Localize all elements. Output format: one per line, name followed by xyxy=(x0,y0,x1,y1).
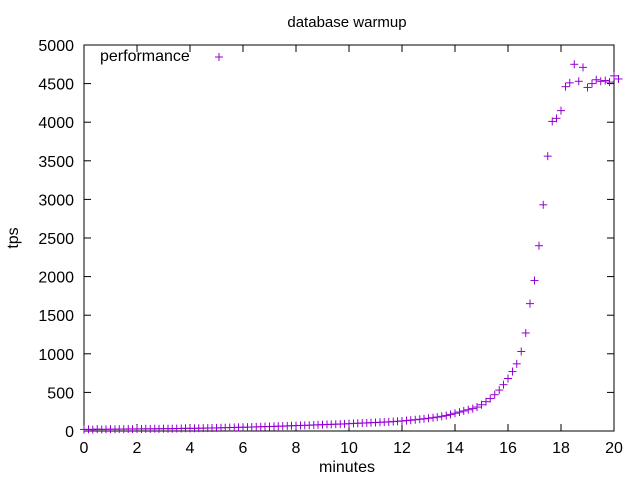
legend-marker-glyph xyxy=(215,53,223,61)
y-tick-label: 2000 xyxy=(38,270,74,287)
y-tick-label: 3000 xyxy=(38,192,74,209)
data-series-performance xyxy=(80,60,623,434)
y-tick-label: 500 xyxy=(47,385,74,402)
x-tick-label: 2 xyxy=(133,440,142,457)
legend-label: performance xyxy=(100,48,190,65)
data-point xyxy=(565,78,574,87)
x-tick-label: 14 xyxy=(446,440,464,457)
x-axis-label: minutes xyxy=(319,459,375,476)
data-point xyxy=(429,413,438,422)
data-point xyxy=(468,404,477,413)
data-point xyxy=(605,78,614,87)
data-point xyxy=(486,394,495,403)
data-point xyxy=(499,380,508,389)
y-tick-label: 1000 xyxy=(38,347,74,364)
y-axis: 0 500 1000 1500 2000 2500 3000 3500 4000 4500 5000 xyxy=(38,38,614,441)
data-point xyxy=(574,77,583,86)
data-point xyxy=(601,76,610,85)
data-point xyxy=(548,117,557,126)
data-point xyxy=(433,413,442,422)
y-tick-label: 5000 xyxy=(38,38,74,55)
data-point xyxy=(552,114,561,123)
x-tick-label: 18 xyxy=(552,440,570,457)
data-point xyxy=(517,347,526,356)
x-tick-label: 0 xyxy=(80,440,89,457)
data-point xyxy=(495,386,504,395)
data-point xyxy=(512,359,521,368)
y-tick-label: 1500 xyxy=(38,308,74,325)
chart-title: database warmup xyxy=(287,14,406,31)
data-point xyxy=(592,75,601,84)
y-axis-label: tps xyxy=(5,227,22,248)
data-point xyxy=(583,83,592,92)
plot-frame xyxy=(83,44,615,432)
data-point xyxy=(588,79,597,88)
y-tick-label: 4500 xyxy=(38,77,74,94)
data-point xyxy=(570,60,579,69)
data-point xyxy=(442,411,451,420)
data-point xyxy=(610,71,618,80)
data-point xyxy=(596,77,605,86)
x-tick-label: 20 xyxy=(605,440,623,457)
data-point xyxy=(543,152,552,161)
y-tick-label: 3500 xyxy=(38,154,74,171)
x-tick-label: 10 xyxy=(340,440,358,457)
x-tick-label: 6 xyxy=(239,440,248,457)
data-point xyxy=(521,328,530,337)
x-tick-label: 4 xyxy=(186,440,195,457)
data-point xyxy=(455,408,464,417)
data-point xyxy=(504,374,512,383)
data-point xyxy=(508,367,517,376)
data-point xyxy=(419,414,428,423)
data-point xyxy=(530,276,539,285)
data-point xyxy=(557,106,565,115)
data-point xyxy=(490,390,499,399)
data-point xyxy=(578,63,587,72)
data-point xyxy=(464,405,473,414)
y-tick-label: 2500 xyxy=(38,231,74,248)
data-point xyxy=(482,397,491,406)
data-point xyxy=(472,403,481,412)
data-point xyxy=(459,406,468,415)
legend: performance xyxy=(100,48,223,65)
x-axis: 0 2 4 6 8 10 12 14 16 18 20 xyxy=(80,45,623,457)
y-tick-label: 0 xyxy=(65,424,74,441)
data-point xyxy=(451,409,459,418)
data-point xyxy=(535,241,544,250)
data-point xyxy=(539,200,548,209)
data-point xyxy=(525,299,534,308)
data-point xyxy=(424,414,433,423)
y-tick-label: 4000 xyxy=(38,115,74,132)
data-point xyxy=(437,412,446,421)
legend-marker xyxy=(215,53,223,61)
data-point xyxy=(446,410,455,419)
x-tick-label: 8 xyxy=(292,440,301,457)
data-point xyxy=(561,82,570,91)
data-point xyxy=(88,425,97,434)
data-point xyxy=(614,74,623,83)
data-point xyxy=(477,400,486,409)
x-tick-label: 16 xyxy=(499,440,517,457)
x-tick-label: 12 xyxy=(393,440,411,457)
